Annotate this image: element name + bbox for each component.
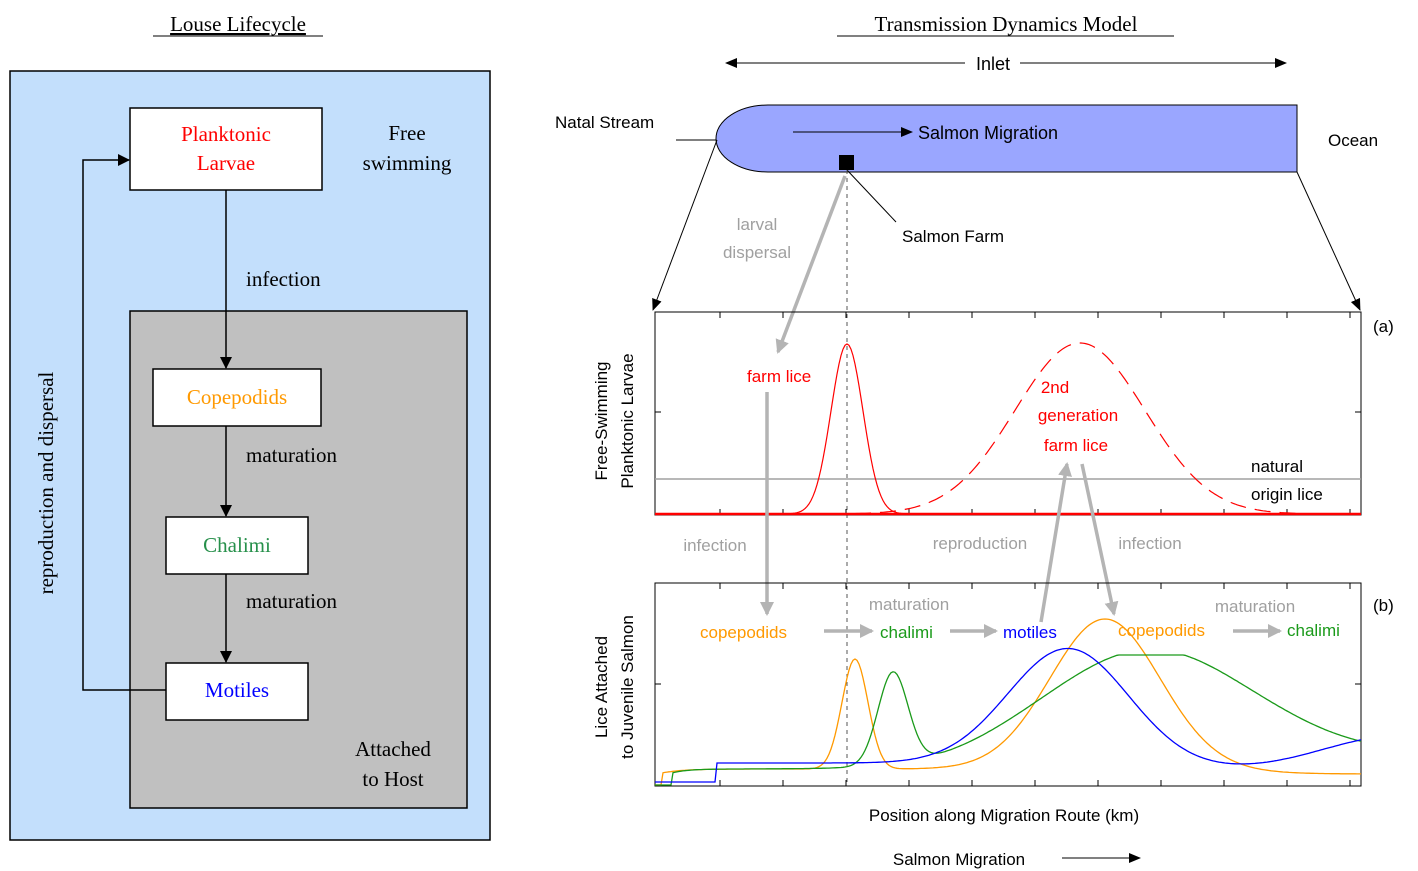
reproduction-arrow [82,154,166,691]
motiles-box [165,662,309,721]
panel-a-ylabel-1: Free-Swimming [592,361,611,480]
natal-stream-label: Natal Stream [555,113,654,132]
larval-dispersal-label-2: dispersal [723,243,791,262]
expand-arrow-left [652,139,718,311]
natural-origin-label-1: natural [1251,457,1303,476]
motiles-curve [655,647,1362,783]
copepodids-curve [655,618,1361,786]
attached-host-label-1: Attached [355,737,431,761]
stage-copepodids-2: copepodids [1118,621,1205,640]
maturation-label-b2: maturation [1215,597,1295,616]
second-gen-label-1: 2nd [1041,378,1069,397]
panel-a-ylabel-2: Planktonic Larvae [618,353,637,488]
free-swimming-label-2: swimming [363,151,452,175]
chalimi-label: Chalimi [203,533,271,557]
lifecycle-title: Louse Lifecycle [170,12,306,36]
reproduction-arrow-up [1039,462,1072,623]
free-swimming-label-1: Free [388,121,425,145]
larval-dispersal-label-1: larval [737,215,778,234]
planktonic-larvae-box [129,107,323,191]
panel-a-tag: (a) [1373,317,1394,336]
salmon-farm-square [839,155,854,170]
infection-arrow-down [1080,463,1119,616]
panel-b: (b) Lice Attached to Juvenile Salmon cop… [592,582,1394,787]
inlet-shape [715,104,1298,173]
second-gen-label-3: farm lice [1044,436,1108,455]
panel-b-tag: (b) [1373,596,1394,615]
infection-label: infection [246,267,321,291]
x-axis-label: Position along Migration Route (km) [869,806,1139,825]
model-title: Transmission Dynamics Model [875,12,1138,36]
chalimi-box [165,516,309,575]
motiles-label: Motiles [205,678,269,702]
panel-a: (a) Free-Swimming Planktonic Larvae farm… [592,311,1394,516]
maturation-label-b1: maturation [869,595,949,614]
expand-arrow-right [1296,171,1361,311]
farm-lice-label: farm lice [747,367,811,386]
stage-chalimi-2: chalimi [1287,621,1340,640]
panel-b-ylabel-1: Lice Attached [592,636,611,738]
second-generation-curve [655,342,1361,515]
migration-top-label: Salmon Migration [918,123,1058,143]
copepodids-box [152,368,322,427]
migration-bottom-label: Salmon Migration [893,850,1025,869]
planktonic-label-1: Planktonic [181,122,271,146]
flow-infection-left: infection [683,536,746,555]
maturation-label-1: maturation [246,443,337,467]
second-gen-label-2: generation [1038,406,1118,425]
stage-motiles: motiles [1003,623,1057,642]
reproduction-label: reproduction and dispersal [34,371,58,594]
attached-host-label-2: to Host [362,767,423,791]
flow-infection-right: infection [1118,534,1181,553]
copepodids-label: Copepodids [187,385,287,409]
stage-copepodids-1: copepodids [700,623,787,642]
chalimi-curve [655,654,1362,786]
salmon-farm-label: Salmon Farm [902,227,1004,246]
stage-chalimi-1: chalimi [880,623,933,642]
maturation-label-2: maturation [246,589,337,613]
panel-b-ylabel-2: to Juvenile Salmon [618,615,637,759]
larval-dispersal-arrow [775,175,847,354]
inlet-label: Inlet [976,54,1010,74]
salmon-farm-pointer [846,169,897,223]
flow-reproduction: reproduction [933,534,1028,553]
planktonic-label-2: Larvae [197,151,255,175]
ocean-label: Ocean [1328,131,1378,150]
natural-origin-label-2: origin lice [1251,485,1323,504]
